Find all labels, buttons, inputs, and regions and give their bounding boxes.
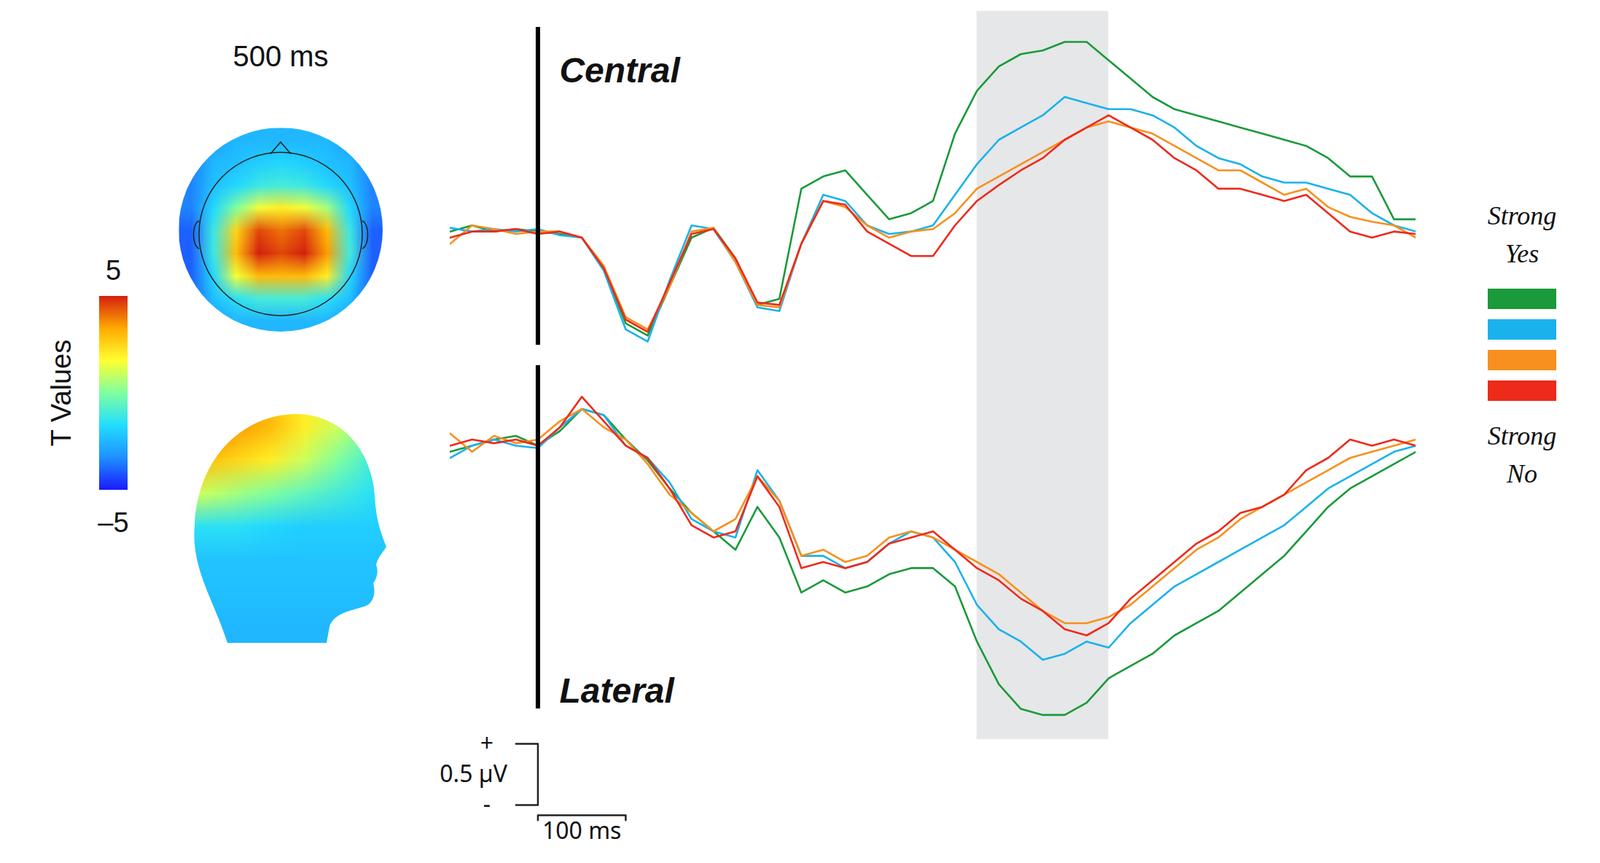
html-text:Strong: Strong: [1487, 201, 1557, 231]
html-text:T Values: T Values: [45, 339, 77, 447]
html-text:Strong: Strong: [1487, 421, 1557, 451]
svg-text:100 ms: 100 ms: [542, 814, 622, 846]
html-text:5: 5: [105, 254, 122, 286]
svg-text:-: -: [483, 787, 491, 820]
html-text:500 ms: 500 ms: [232, 39, 329, 72]
svg-text:0.5 µV: 0.5 µV: [439, 757, 508, 789]
html-text:Lateral: Lateral: [559, 670, 675, 710]
html-text:Central: Central: [559, 50, 680, 90]
html-text:Yes: Yes: [1504, 239, 1540, 269]
html-text:No: No: [1506, 459, 1538, 489]
svg-text:+: +: [480, 726, 494, 759]
html-text:–5: –5: [97, 506, 129, 538]
